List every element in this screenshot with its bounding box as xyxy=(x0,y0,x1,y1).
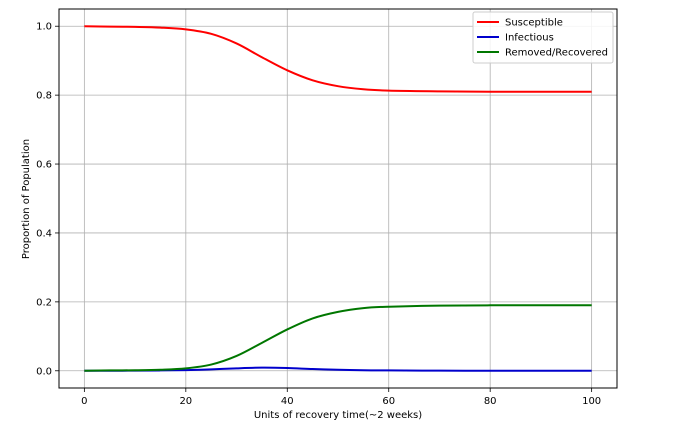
y-tick-label: 1.0 xyxy=(36,22,52,33)
plot-frame xyxy=(58,8,618,389)
legend: Susceptible Infectious Removed/Recovered xyxy=(472,11,614,64)
y-tick-label: 0.8 xyxy=(36,91,52,102)
legend-label-infectious: Infectious xyxy=(505,33,554,44)
legend-box xyxy=(472,11,614,64)
gridlines xyxy=(59,9,617,388)
series-line-removed-recovered xyxy=(84,304,592,372)
y-axis-ticks: 0.0 0.2 0.4 0.6 0.8 1.0 xyxy=(36,22,59,377)
x-axis-ticks: 0 20 40 60 80 100 xyxy=(81,388,601,407)
legend-label-susceptible: Susceptible xyxy=(505,18,563,29)
x-tick-label: 100 xyxy=(582,396,601,407)
y-tick-label: 0.6 xyxy=(36,160,52,171)
series-lines xyxy=(84,25,592,372)
y-tick-label: 0.2 xyxy=(36,297,52,308)
x-tick-label: 60 xyxy=(382,396,395,407)
x-axis-label: Units of recovery time(~2 weeks) xyxy=(254,410,422,421)
legend-label-removed-recovered: Removed/Recovered xyxy=(505,48,608,59)
series-line-susceptible xyxy=(84,25,592,93)
x-tick-label: 0 xyxy=(81,396,87,407)
x-tick-label: 20 xyxy=(179,396,192,407)
x-tick-label: 80 xyxy=(484,396,497,407)
x-tick-label: 40 xyxy=(281,396,294,407)
y-axis-label: Proportion of Population xyxy=(21,139,32,259)
plot-background xyxy=(59,9,617,388)
y-tick-label: 0.4 xyxy=(36,228,52,239)
y-tick-label: 0.0 xyxy=(36,366,52,377)
